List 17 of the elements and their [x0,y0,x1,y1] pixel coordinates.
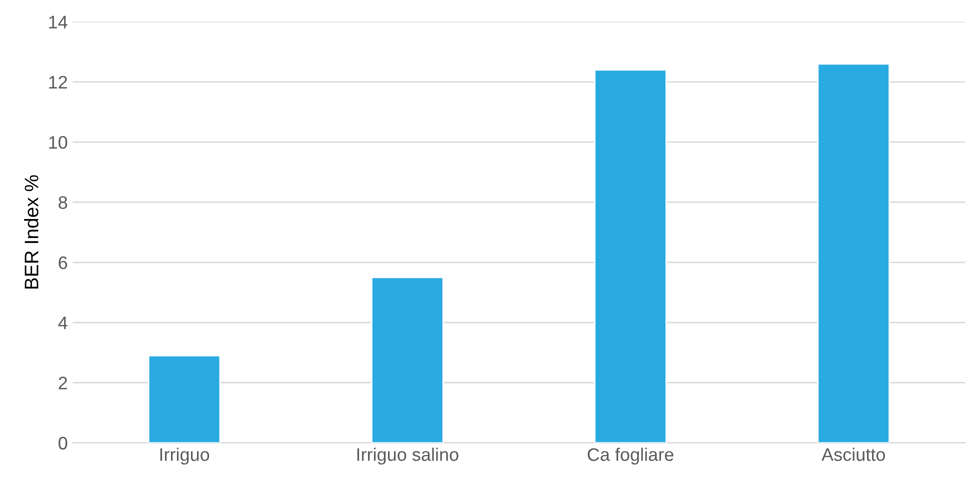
bar [148,354,221,443]
x-tick-label: Asciutto [822,448,885,461]
bar [594,69,667,443]
x-tick-label: Irriguo [160,448,210,465]
y-tick-label: 4 [58,316,68,330]
bar [371,276,444,443]
y-tick-label: 8 [58,196,68,209]
bar [817,63,890,443]
x-tick-label: Irriguo salino [357,448,458,465]
y-tick-label: 12 [49,76,67,88]
y-axis-title: BER Index % [24,175,38,289]
y-tick-label: 0 [58,436,68,450]
y-tick-label: 14 [49,16,68,28]
y-tick-label: 6 [58,256,68,270]
x-tick-label: Ca fogliare [588,448,674,465]
y-tick-label: 10 [49,136,68,149]
y-tick-label: 2 [58,376,67,390]
